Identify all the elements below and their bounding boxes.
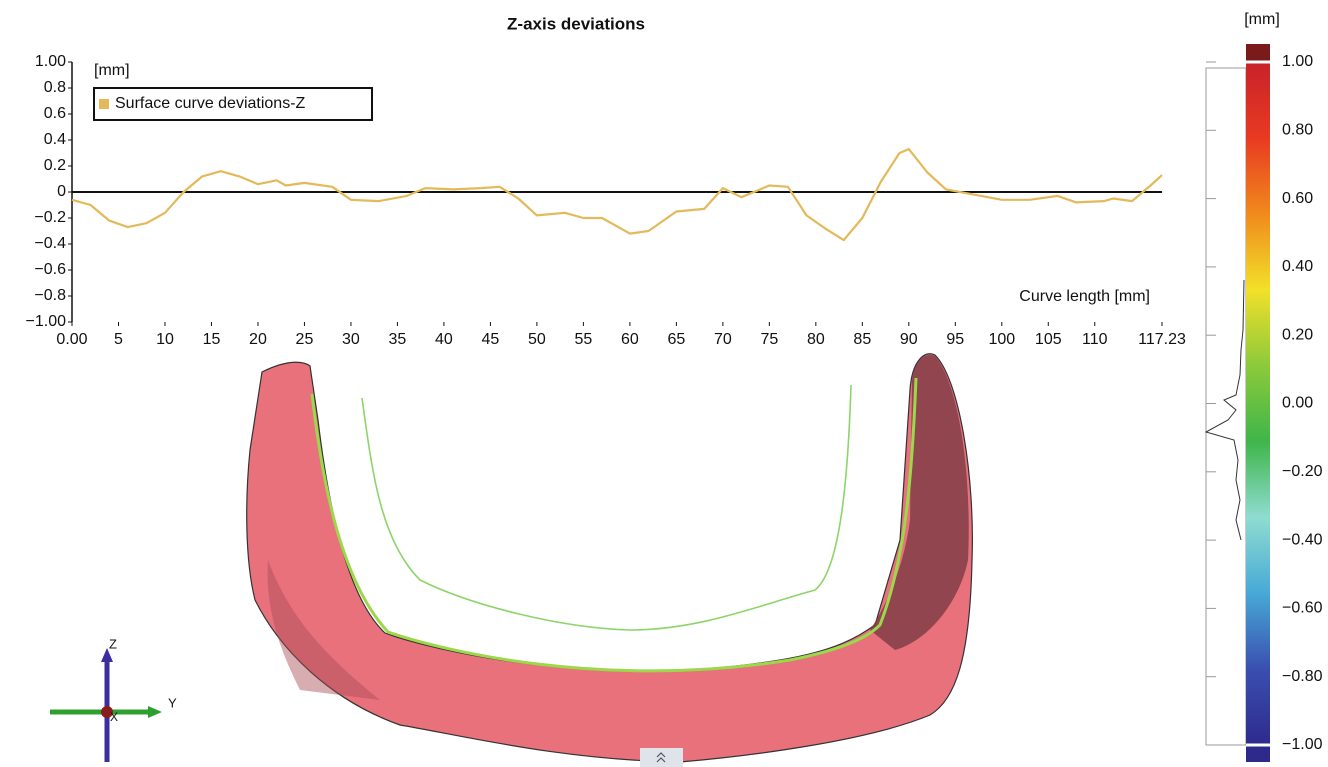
y-tick-label: 0.2 [44, 157, 66, 174]
colorbar-unit: [mm] [1244, 11, 1280, 28]
colorbar-tick-label: −0.40 [1282, 531, 1323, 548]
x-tick-label: 80 [807, 331, 825, 348]
x-tick-label: 117.23 [1138, 331, 1186, 348]
colorbar-cap [1246, 44, 1270, 62]
toggle-tab[interactable] [640, 748, 683, 767]
y-tick-label: 0.4 [44, 131, 66, 148]
y-tick-label: −0.4 [34, 235, 66, 252]
x-tick-label: 35 [389, 331, 407, 348]
x-label: X [110, 710, 118, 724]
y-tick-label: −0.8 [34, 287, 66, 304]
x-axis-label: Curve length [mm] [1019, 288, 1150, 305]
x-tick-label: 20 [249, 331, 267, 348]
colorbar-tick-label: 1.00 [1282, 53, 1313, 70]
y-tick-label: 0 [57, 183, 66, 200]
x-tick-label: 25 [296, 331, 314, 348]
x-tick-label: 0.00 [56, 331, 87, 348]
x-tick-label: 10 [156, 331, 174, 348]
y-tick-label: −0.6 [34, 261, 66, 278]
x-tick-label: 85 [853, 331, 871, 348]
x-tick-label: 40 [435, 331, 453, 348]
x-tick-label: 60 [621, 331, 639, 348]
reference-curve [362, 385, 851, 630]
histogram-panel [1206, 68, 1246, 745]
y-tick-label: 1.00 [35, 53, 66, 70]
x-tick-label: 15 [203, 331, 221, 348]
screen: Z Y X Z-axis deviations [mm] Curve lengt… [0, 0, 1328, 767]
colorbar-tick-label: −0.20 [1282, 463, 1323, 480]
mesh [247, 354, 973, 762]
x-tick-label: 90 [900, 331, 918, 348]
colorbar-tick-label: −0.60 [1282, 600, 1323, 617]
axis-triad: Z Y X [50, 636, 177, 762]
x-tick-label: 105 [1035, 331, 1062, 348]
colorbar-cap [1246, 745, 1270, 762]
colorbar-tick-label: 0.20 [1282, 326, 1313, 343]
x-tick-label: 45 [482, 331, 500, 348]
colorbar [1246, 62, 1270, 745]
y-label: Y [168, 695, 177, 710]
x-tick-label: 5 [114, 331, 123, 348]
legend-label: Surface curve deviations-Z [115, 95, 306, 112]
x-tick-label: 70 [714, 331, 732, 348]
x-tick-label: 65 [667, 331, 685, 348]
x-tick-label: 110 [1082, 331, 1108, 348]
x-tick-label: 50 [528, 331, 546, 348]
colorbar-tick-label: −0.80 [1282, 668, 1323, 685]
y-tick-label: 0.8 [44, 79, 66, 96]
section-curve [312, 378, 916, 671]
y-arrow-head [148, 706, 162, 718]
histogram-frame [1206, 68, 1246, 745]
y-tick-label: 0.6 [44, 105, 66, 122]
colorbar-tick-label: 0.80 [1282, 122, 1313, 139]
x-tick-label: 30 [342, 331, 360, 348]
y-tick-label: −0.2 [34, 209, 66, 226]
y-axis-label: [mm] [94, 62, 130, 79]
z-label: Z [109, 636, 117, 651]
colorbar-tick-label: 0.40 [1282, 258, 1313, 275]
x-tick-label: 95 [946, 331, 964, 348]
chart-title: Z-axis deviations [507, 14, 645, 33]
colorbar-tick-label: 0.00 [1282, 395, 1313, 412]
mesh-view [247, 354, 973, 762]
colorbar-tick-label: −1.00 [1282, 736, 1323, 753]
x-tick-label: 100 [988, 331, 1015, 348]
x-tick-label: 55 [574, 331, 592, 348]
legend-swatch [99, 99, 109, 109]
y-tick-label: −1.00 [26, 313, 67, 330]
panel-toggle[interactable] [640, 748, 683, 767]
colorbar-tick-label: 0.60 [1282, 190, 1313, 207]
series-line [72, 149, 1162, 240]
x-tick-label: 75 [760, 331, 778, 348]
